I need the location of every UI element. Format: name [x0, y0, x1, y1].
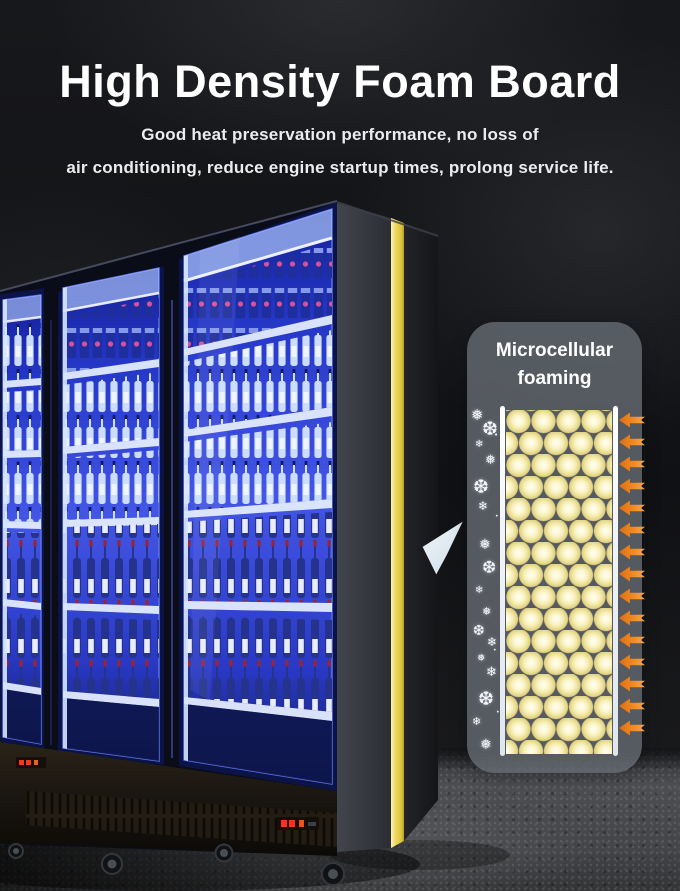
heat-arrow-icon: [619, 654, 645, 670]
heat-arrow-icon: [619, 434, 645, 450]
led-display: [16, 757, 46, 768]
snowflake-icon: ❅: [479, 537, 491, 553]
heat-arrow-icon: [619, 412, 645, 428]
snowflake-icon: ❅: [477, 653, 486, 664]
heat-arrow-icon: [619, 720, 645, 736]
snowflake-icon: •: [494, 431, 499, 439]
page-subtitle: Good heat preservation performance, no l…: [0, 118, 680, 184]
insulation-wall-line-left: [500, 406, 505, 756]
heat-arrow-icon: [619, 676, 645, 692]
heat-arrow-icon: [619, 566, 645, 582]
heat-arrow-icon: [619, 610, 645, 626]
snowflake-icon: ❅: [482, 605, 492, 618]
subtitle-line-2: air conditioning, reduce engine startup …: [66, 158, 614, 177]
door-right: [179, 202, 337, 791]
heat-arrow-icon: [619, 588, 645, 604]
side-panel: [336, 201, 439, 852]
led-display: [277, 817, 319, 830]
snowflake-icon: ❆: [473, 623, 485, 639]
heat-arrow-icon: [619, 478, 645, 494]
snowflake-icon: ❅: [480, 737, 492, 753]
heat-arrow-icon: [619, 456, 645, 472]
foam-bubbles: [506, 410, 612, 754]
heat-arrow-icon: [619, 544, 645, 560]
snowflake-icon: •: [496, 709, 500, 716]
vent-grille: [26, 791, 337, 847]
subtitle-line-1: Good heat preservation performance, no l…: [141, 125, 539, 144]
casters: [8, 843, 345, 886]
snowflake-icon: ❄: [478, 499, 489, 513]
snowflake-icon: •: [493, 647, 497, 654]
snowflake-icon: ❆: [482, 418, 498, 440]
heat-arrows: [619, 412, 645, 736]
insulation-wall-line-right: [613, 406, 618, 756]
door-left: [0, 288, 44, 748]
cold-side-snowflakes: ❅ ❆ • ❄ ❅ ❆ ❄ • ❅ ❆ ❄ ❅ ❆ ❄ • ❅ ❄ ❆ • ❄ …: [467, 406, 501, 758]
foam-board-strip: [391, 218, 404, 848]
snowflake-icon: ❆: [473, 476, 489, 498]
page-title: High Density Foam Board: [59, 56, 621, 108]
snowflake-icon: ❆: [478, 688, 494, 710]
snowflake-icon: ❄: [472, 715, 482, 728]
snowflake-icon: ❄: [486, 665, 497, 680]
heat-arrow-icon: [619, 698, 645, 714]
snowflake-icon: ❅: [485, 453, 496, 468]
heat-arrow-icon: [619, 500, 645, 516]
snowflake-icon: ❄: [475, 439, 484, 450]
panel-label: Microcellular foaming: [495, 340, 614, 389]
glass-reflection: [190, 236, 240, 700]
snowflake-icon: •: [495, 513, 499, 520]
kick-plate: [0, 742, 337, 856]
snowflake-icon: ❄: [475, 585, 484, 596]
snowflake-icon: ❆: [482, 558, 497, 578]
snowflake-icon: ❅: [471, 406, 484, 424]
heat-arrow-icon: [619, 632, 645, 648]
snowflake-icon: ❄: [487, 635, 498, 649]
heat-arrow-icon: [619, 522, 645, 538]
microcellular-foaming-panel: Microcellular foaming ❅ ❆ • ❄ ❅ ❆ ❄ • ❅ …: [467, 322, 645, 773]
door-middle: [58, 266, 164, 765]
